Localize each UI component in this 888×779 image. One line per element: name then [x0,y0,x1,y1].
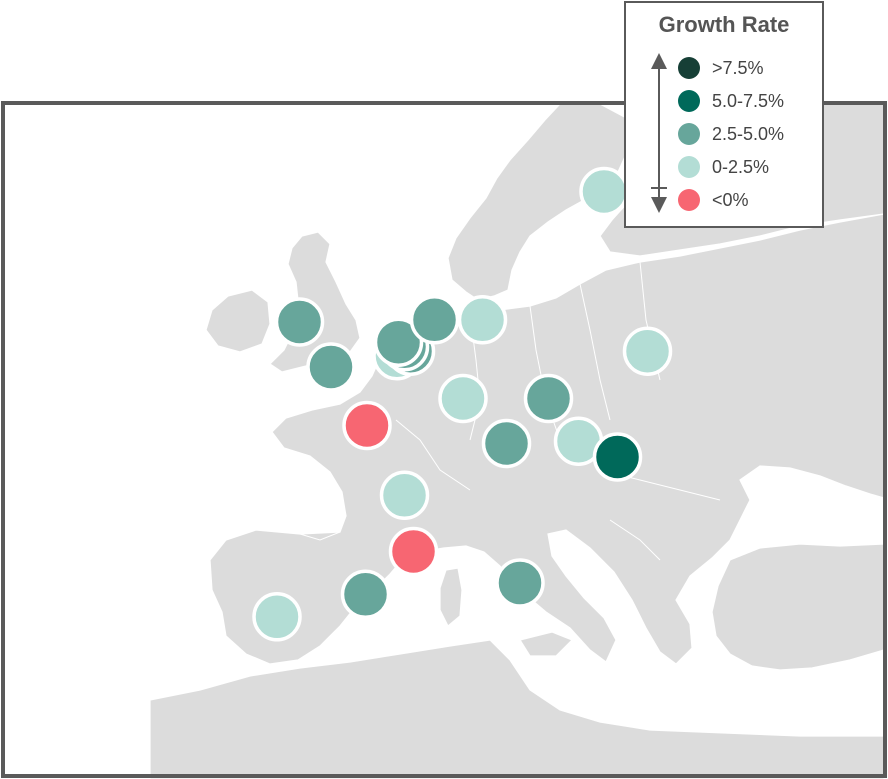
legend-label: 0-2.5% [712,156,770,177]
growth-marker [438,373,488,424]
legend-item-0-2-5: 0-2.5% [678,154,769,180]
land-anatolia [711,543,885,671]
legend-label: 5.0-7.5% [712,90,785,111]
growth-markers [252,166,673,642]
growth-marker [495,558,545,608]
legend-swatch [678,189,700,211]
growth-marker [592,432,643,482]
land-sardinia [439,567,463,627]
legend: Growth Rate >7.5% 5.0-7.5% 2.5-5.0% 0-2.… [624,1,824,228]
growth-marker [373,317,424,367]
growth-marker [252,592,302,642]
legend-label: >7.5% [712,57,764,78]
legend-item-2-5-5: 2.5-5.0% [678,121,784,147]
double-arrow-icon [651,53,667,213]
legend-title: Growth Rate [658,12,790,37]
growth-marker [340,569,391,620]
legend-swatch [678,57,700,79]
growth-marker [274,297,325,347]
legend-item-5-7-5: 5.0-7.5% [678,88,784,114]
growth-marker [457,295,508,345]
growth-marker [388,526,439,577]
growth-marker [523,373,574,424]
growth-marker [342,400,392,451]
land-north-africa [149,639,885,779]
growth-marker [579,166,629,217]
land-sicily [519,631,574,657]
growth-marker [306,342,356,392]
legend-label: <0% [712,189,749,210]
legend-label: 2.5-5.0% [712,123,785,144]
growth-marker [481,418,532,469]
growth-marker [409,295,460,345]
legend-swatch [678,156,700,178]
land-ireland [205,289,271,353]
growth-marker [379,470,430,521]
growth-marker [622,326,673,376]
legend-swatch [678,90,700,112]
legend-swatch [678,123,700,145]
map-frame [1,101,887,778]
legend-item-lt-0: <0% [678,187,749,213]
legend-item-gt-7-5: >7.5% [678,55,764,81]
